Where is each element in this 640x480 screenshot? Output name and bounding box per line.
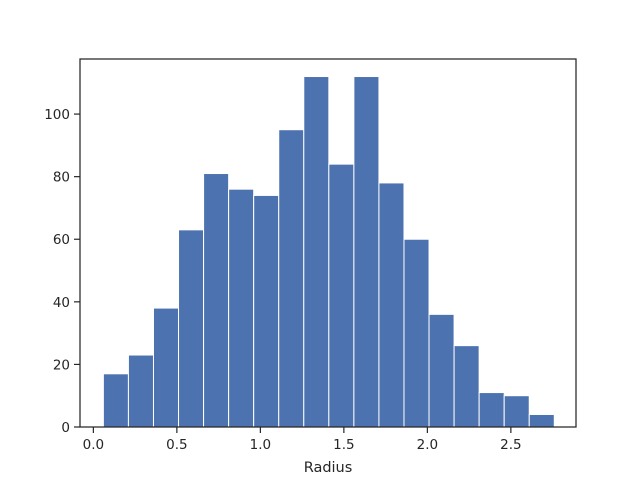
x-tick-label: 2.0 [417, 437, 438, 453]
histogram-bar [528, 413, 555, 428]
histogram-bar [253, 194, 280, 428]
histogram-bar [178, 229, 205, 428]
y-tick-label: 20 [53, 357, 70, 373]
y-axis-ticks: 0 20 40 60 80 100 [44, 107, 80, 436]
histogram-bar [503, 395, 530, 428]
x-tick-label: 1.5 [333, 437, 354, 453]
bars-group [102, 76, 555, 428]
histogram-bar [303, 76, 330, 428]
histogram-bar [278, 129, 305, 428]
y-tick-label: 0 [61, 420, 70, 436]
x-tick-label: 0.5 [166, 437, 187, 453]
y-tick-label: 100 [44, 107, 70, 123]
histogram-bar [102, 373, 129, 428]
x-axis-label: Radius [304, 460, 353, 476]
histogram-bar [203, 173, 230, 428]
histogram-bar [228, 188, 255, 428]
y-tick-label: 80 [53, 170, 70, 186]
histogram-bar [428, 313, 455, 428]
x-tick-label: 0.0 [83, 437, 104, 453]
histogram-bar [453, 345, 480, 428]
plot-frame [79, 58, 577, 428]
histogram-bar [378, 182, 405, 428]
histogram-bar [478, 392, 505, 428]
x-tick-label: 1.0 [250, 437, 271, 453]
x-axis-ticks: 0.0 0.5 1.0 1.5 2.0 2.5 [83, 427, 522, 453]
x-tick-label: 2.5 [500, 437, 521, 453]
histogram-bar [328, 163, 355, 428]
histogram-bar [127, 354, 154, 428]
histogram-bar [403, 238, 430, 428]
histogram-bar [152, 307, 180, 428]
y-tick-label: 40 [53, 295, 70, 311]
histogram-bar [353, 76, 380, 428]
y-tick-label: 60 [53, 232, 70, 248]
